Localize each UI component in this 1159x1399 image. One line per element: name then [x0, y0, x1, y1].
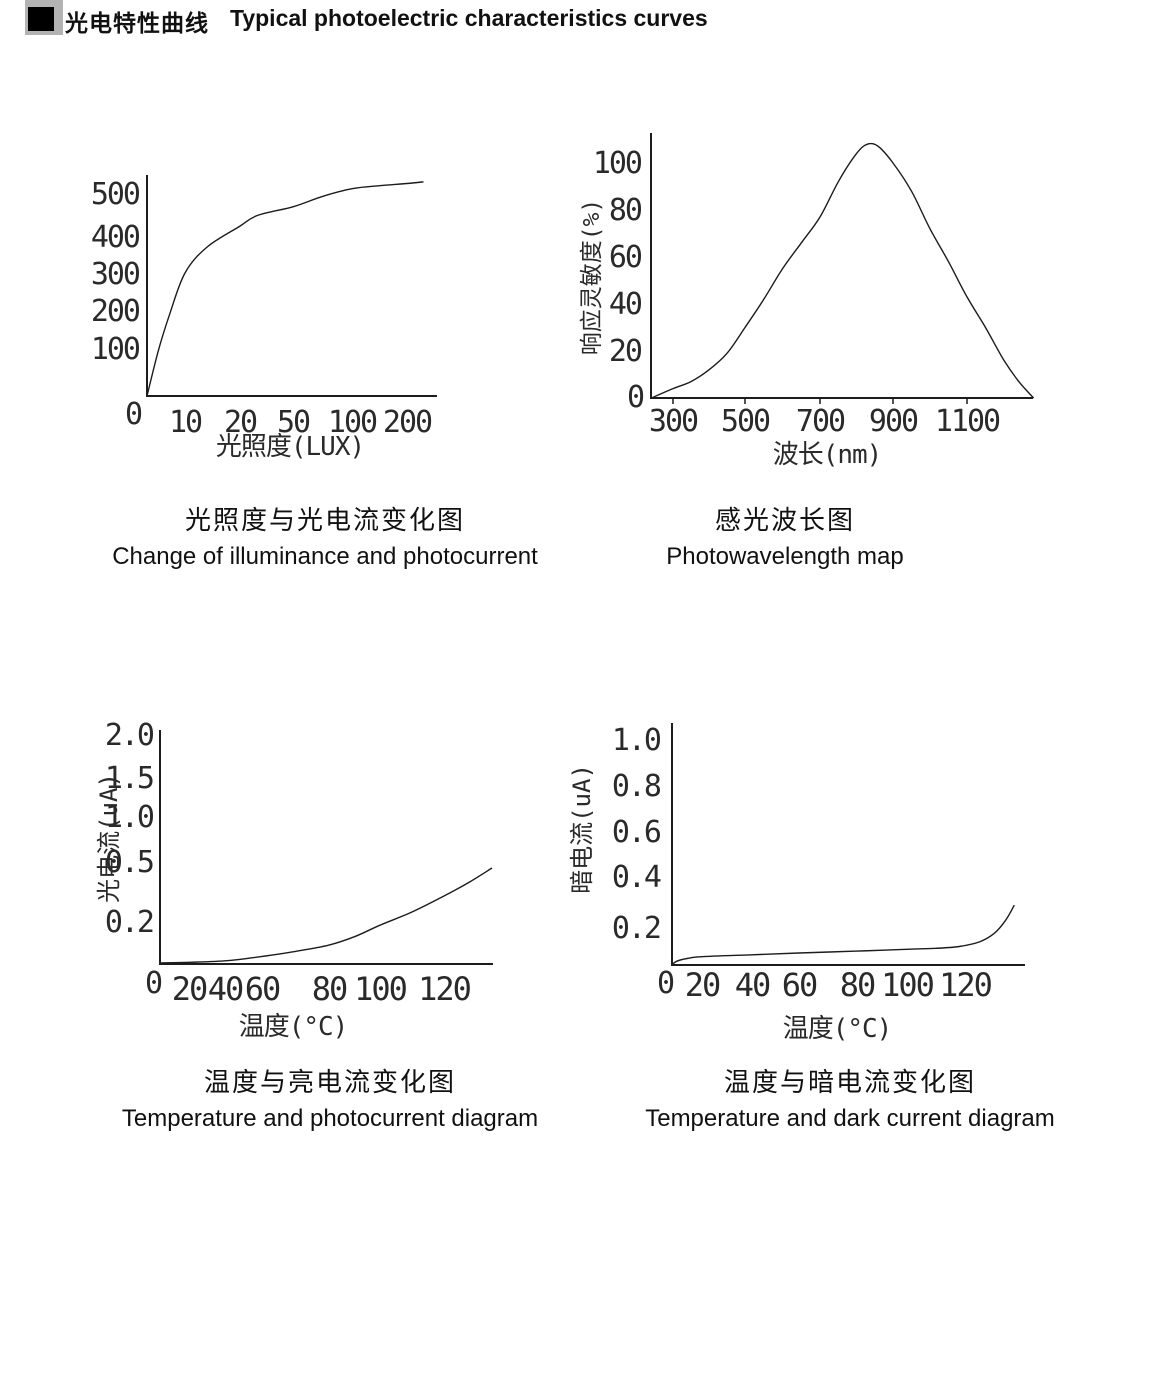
- x-axis-label: 光照度(LUX): [216, 432, 364, 462]
- chart-temperature-photocurrent: 2.0 1.5 1.0 0.5 0.2 0 20 40 60 80 100 12…: [95, 718, 493, 1042]
- y-tick: 80: [609, 193, 642, 228]
- x-tick: 200: [383, 405, 432, 440]
- caption-zh: 光照度与光电流变化图: [184, 506, 465, 535]
- caption-en: Change of illuminance and photocurrent: [112, 543, 538, 570]
- caption-zh: 感光波长图: [714, 506, 855, 535]
- y-tick: 0.6: [612, 815, 661, 850]
- x-tick: 60: [245, 970, 280, 1008]
- x-axis-label: 温度(°C): [239, 1012, 348, 1042]
- x-axis-label: 温度(°C): [783, 1014, 892, 1044]
- x-tick-marks: [672, 398, 968, 404]
- x-axis-label: 波长(nm): [773, 440, 882, 470]
- y-axis-label: 响应灵敏度(%): [579, 199, 605, 356]
- y-axis-label: 暗电流(uA): [568, 764, 596, 894]
- y-tick: 40: [609, 287, 642, 322]
- caption-en: Temperature and photocurrent diagram: [121, 1105, 539, 1132]
- y-tick: 0.2: [612, 911, 660, 946]
- x-tick: 80: [312, 970, 347, 1008]
- y-tick: 200: [91, 294, 140, 329]
- origin-label: 0: [145, 966, 162, 1001]
- origin-label: 0: [125, 397, 142, 432]
- caption-illuminance-photocurrent: 光照度与光电流变化图 Change of illuminance and pho…: [85, 500, 565, 571]
- x-tick: 120: [939, 966, 992, 1004]
- x-tick: 100: [354, 970, 407, 1008]
- y-tick: 0.8: [612, 769, 661, 804]
- axes: [671, 723, 1025, 966]
- y-tick: 100: [593, 146, 642, 181]
- y-tick: 300: [91, 257, 140, 292]
- chart-spectral-response: 100 80 60 40 20 0 300 500 700 900 1100 响…: [579, 133, 1035, 470]
- y-tick: 20: [609, 334, 642, 369]
- x-tick: 80: [840, 966, 875, 1004]
- x-tick: 100: [881, 966, 934, 1004]
- origin-label: 0: [657, 966, 674, 1001]
- x-tick: 60: [782, 966, 817, 1004]
- x-tick: 20: [224, 405, 257, 440]
- x-tick: 40: [208, 970, 243, 1008]
- chart-temperature-darkcurrent: 1.0 0.8 0.6 0.4 0.2 0 20 40 60 80 100 12…: [568, 723, 1025, 1044]
- caption-zh: 温度与暗电流变化图: [723, 1068, 976, 1097]
- x-tick: 500: [721, 404, 770, 439]
- y-tick: 100: [91, 332, 140, 367]
- axes: [146, 175, 437, 397]
- caption-zh: 温度与亮电流变化图: [203, 1068, 456, 1097]
- curve: [671, 904, 1015, 966]
- axes: [650, 133, 1033, 399]
- x-tick: 20: [172, 970, 207, 1008]
- y-tick: 400: [91, 220, 140, 255]
- x-tick: 900: [869, 404, 918, 439]
- section-title-en: Typical photoelectric characteristics cu…: [230, 5, 708, 31]
- caption-en: Temperature and dark current diagram: [645, 1105, 1055, 1132]
- x-tick: 700: [796, 404, 845, 439]
- y-tick: 0.5: [105, 845, 153, 880]
- axes: [159, 730, 493, 965]
- y-axis-label: 光电流(uA): [95, 773, 123, 903]
- x-tick: 100: [328, 405, 377, 440]
- curve: [651, 142, 1035, 399]
- origin-label: 0: [627, 380, 644, 415]
- x-tick: 10: [169, 405, 202, 440]
- caption-spectral-response: 感光波长图 Photowavelength map: [575, 500, 995, 571]
- x-tick: 50: [277, 405, 310, 440]
- x-tick: 300: [649, 404, 698, 439]
- caption-temperature-photocurrent: 温度与亮电流变化图 Temperature and photocurrent d…: [95, 1062, 565, 1133]
- section-marker-icon: [28, 7, 54, 31]
- chart-illuminance-photocurrent: 500 400 300 200 100 0 10 20 50 100 200 光…: [91, 175, 437, 462]
- y-tick: 500: [91, 177, 140, 212]
- y-tick: 1.0: [105, 800, 154, 835]
- caption-temperature-darkcurrent: 温度与暗电流变化图 Temperature and dark current d…: [620, 1062, 1080, 1133]
- x-tick: 1100: [935, 404, 1000, 439]
- curve: [159, 867, 493, 964]
- curve: [146, 181, 424, 397]
- x-tick: 40: [735, 966, 770, 1004]
- y-tick: 60: [609, 240, 642, 275]
- y-tick: 2.0: [105, 718, 154, 753]
- caption-en: Photowavelength map: [666, 543, 904, 570]
- section-title-zh: 光电特性曲线: [65, 10, 209, 36]
- y-tick: 0.2: [105, 905, 153, 940]
- y-tick: 0.4: [612, 860, 661, 895]
- y-tick: 1.0: [612, 723, 661, 758]
- x-tick: 20: [685, 966, 720, 1004]
- x-tick: 120: [418, 970, 471, 1008]
- y-tick: 1.5: [105, 761, 153, 796]
